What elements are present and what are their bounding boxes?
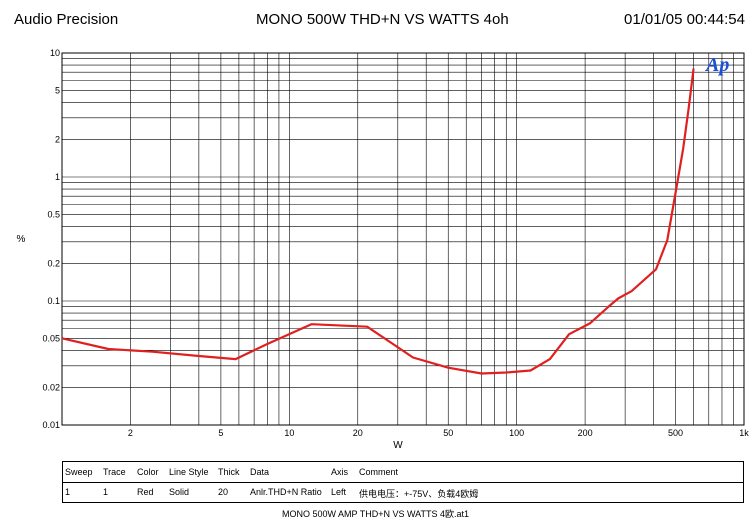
y-tick-label: 0.02 xyxy=(42,383,60,393)
y-tick-label: 2 xyxy=(55,135,60,145)
series-layer xyxy=(61,68,695,375)
legend-header-line-style: Line Style xyxy=(169,467,209,477)
series-line-thd-n xyxy=(61,68,695,375)
y-tick-label: 0.1 xyxy=(47,296,60,306)
y-axis-label: % xyxy=(17,234,26,245)
y-tick-label: 0.01 xyxy=(42,420,60,430)
x-tick-label: 50 xyxy=(443,428,453,438)
legend-header-trace: Trace xyxy=(103,467,126,477)
x-axis-label: W xyxy=(393,440,403,451)
header-chart-title: MONO 500W THD+N VS WATTS 4oh xyxy=(256,11,509,28)
x-tick-label: 10 xyxy=(284,428,294,438)
y-tick-label: 0.2 xyxy=(47,259,60,269)
legend-data-row: 1 1 Red Solid 20 Anlr.THD+N Ratio Left 供… xyxy=(63,482,743,502)
plot-frame xyxy=(61,52,745,426)
x-tick-label: 100 xyxy=(509,428,524,438)
y-tick-label: 10 xyxy=(50,48,60,58)
trace-legend-table: Sweep Trace Color Line Style Thick Data … xyxy=(62,461,744,503)
legend-sweep-value: 1 xyxy=(65,487,71,497)
legend-header-axis: Axis xyxy=(331,467,349,477)
legend-header-comment: Comment xyxy=(359,467,399,477)
x-tick-label: 5 xyxy=(218,428,223,438)
legend-comment-value: 供电电压：+-75V、负载4欧姆 xyxy=(359,489,479,499)
footer-filename: MONO 500W AMP THD+N VS WATTS 4欧.at1 xyxy=(282,509,469,519)
x-tick-label: 500 xyxy=(668,428,683,438)
x-tick-label: 200 xyxy=(578,428,593,438)
legend-line-style-value: Solid xyxy=(169,487,190,497)
ap-logo-text: Ap xyxy=(704,54,729,76)
legend-data-value: Anlr.THD+N Ratio xyxy=(250,487,322,497)
y-tick-label: 5 xyxy=(55,85,60,95)
legend-color-value: Red xyxy=(137,487,154,497)
y-tick-label: 1 xyxy=(55,172,60,182)
legend-axis-value: Left xyxy=(331,487,347,497)
legend-header-sweep: Sweep xyxy=(65,467,93,477)
y-tick-label: 0.5 xyxy=(47,209,60,219)
y-tick-label: 0.05 xyxy=(42,333,60,343)
x-tick-label: 2 xyxy=(128,428,133,438)
x-tick-label: 20 xyxy=(353,428,363,438)
header-timestamp: 01/01/05 00:44:54 xyxy=(624,11,745,28)
legend-header-thick: Thick xyxy=(218,467,240,477)
legend-header-data: Data xyxy=(250,467,270,477)
legend-trace-value: 1 xyxy=(103,487,109,497)
x-tick-labels: 2 5 10 20 50 100 200 500 1k xyxy=(128,428,749,438)
x-tick-label: 1k xyxy=(739,428,749,438)
legend-header-row: Sweep Trace Color Line Style Thick Data … xyxy=(63,462,743,483)
ap-logo: Ap xyxy=(704,54,729,76)
grid-lines xyxy=(61,53,744,426)
legend-header-color: Color xyxy=(137,467,159,477)
legend-thick-value: 20 xyxy=(218,487,229,497)
y-tick-labels: 0.01 0.02 0.05 0.1 0.2 0.5 1 2 5 10 xyxy=(42,48,60,430)
header-app-name: Audio Precision xyxy=(14,11,119,28)
